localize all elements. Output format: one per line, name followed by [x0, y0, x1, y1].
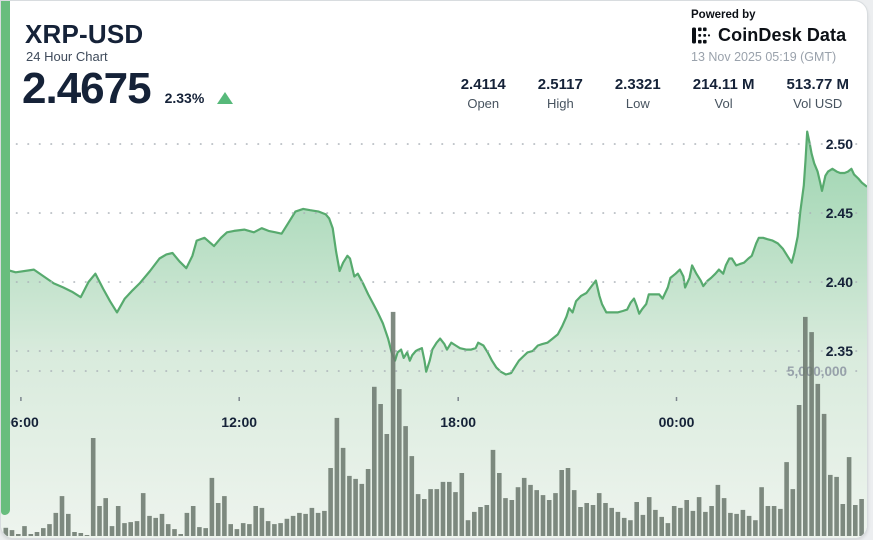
stat-volume: 214.11 M Vol [692, 76, 755, 111]
change-percent: 2.33% [164, 90, 205, 106]
timestamp: 13 Nov 2025 05:19 (GMT) [691, 50, 837, 64]
chart-subtitle: 24 Hour Chart [26, 49, 108, 64]
svg-text:2.45: 2.45 [826, 205, 853, 221]
page-title: XRP-USD [25, 19, 144, 49]
stat-volume-usd: 513.77 M Vol USD [786, 76, 849, 111]
volume-bars [3, 311, 864, 537]
svg-text:5,000,000: 5,000,000 [787, 364, 847, 379]
stat-low: 2.3321 Low [614, 76, 661, 111]
current-price: 2.4675 [22, 64, 152, 113]
coindesk-logo-icon [692, 27, 710, 44]
powered-by-label: Powered by [691, 9, 756, 21]
svg-text:2.40: 2.40 [826, 274, 853, 290]
svg-text:18:00: 18:00 [440, 414, 476, 430]
left-accent-bar [1, 1, 10, 515]
price-area [1, 131, 867, 538]
stat-high: 2.5117 High [537, 76, 583, 111]
stats-row: 2.4114 Open 2.5117 High 2.3321 Low 214.1… [461, 76, 849, 111]
svg-text:2.35: 2.35 [826, 343, 853, 359]
stat-open: 2.4114 Open [460, 76, 506, 111]
up-triangle-icon [217, 92, 234, 104]
coindesk-data-link[interactable]: CoinDesk Data [691, 25, 846, 46]
provider-name: CoinDesk Data [718, 25, 847, 45]
price-line [1, 130, 867, 376]
svg-text:12:00: 12:00 [221, 414, 257, 430]
branding-block: Powered by CoinDesk Data 13 Nov 2025 05:1… [691, 9, 846, 64]
svg-text:00:00: 00:00 [659, 414, 695, 430]
price-block: 2.4675 2.33% [22, 64, 234, 113]
price-axis-labels: 2.50 2.45 2.40 2.35 [826, 136, 853, 359]
time-axis-labels: 06:00 12:00 18:00 00:00 [3, 397, 695, 430]
svg-text:06:00: 06:00 [3, 414, 39, 430]
volume-axis-label: 5,000,000 [787, 364, 847, 379]
svg-text:2.50: 2.50 [826, 136, 853, 152]
